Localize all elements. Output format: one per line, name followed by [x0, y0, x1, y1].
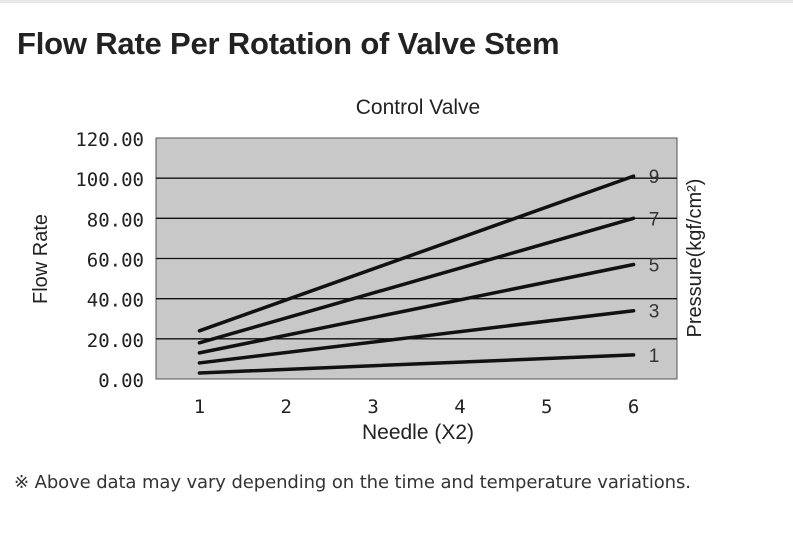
x-tick-label: 6	[628, 396, 639, 418]
flow-rate-chart: 0.00 20.00 40.00 60.00 80.00 100.00 120.00 1 2 3 4…	[30, 96, 706, 444]
series-line-1	[197, 353, 636, 375]
y-tick-label: 40.00	[87, 290, 144, 312]
series-line-9	[197, 174, 636, 333]
y-axis-label: Flow Rate	[30, 214, 52, 304]
series-label: 5	[649, 256, 660, 277]
x-tick-label: 4	[454, 396, 465, 418]
x-tick-label: 5	[541, 396, 552, 418]
series-label: 9	[649, 167, 660, 188]
series-line-3	[197, 308, 636, 365]
y-tick-label: 120.00	[75, 129, 144, 151]
y-tick-label: 80.00	[87, 209, 144, 231]
x-tick-label: 1	[194, 396, 205, 418]
page-title: Flow Rate Per Rotation of Valve Stem	[17, 26, 560, 61]
chart-title: Control Valve	[356, 96, 481, 119]
y-tick-label: 0.00	[98, 370, 144, 392]
x-axis-label: Needle (X2)	[362, 421, 474, 444]
series-label: 1	[649, 346, 660, 367]
footnote: ※ Above data may vary depending on the t…	[14, 472, 691, 493]
series-line-7	[197, 216, 636, 345]
x-tick-label: 3	[367, 396, 378, 418]
series-label: 3	[649, 302, 660, 323]
y-tick-label: 60.00	[87, 250, 144, 272]
y-tick-label: 20.00	[87, 330, 144, 352]
y-tick-label: 100.00	[75, 169, 144, 191]
y2-axis-label: Pressure(kgf/cm²)	[684, 179, 706, 338]
top-divider	[0, 0, 793, 3]
x-tick-label: 2	[281, 396, 292, 418]
series-line-5	[197, 262, 636, 355]
series-label: 7	[649, 209, 660, 230]
